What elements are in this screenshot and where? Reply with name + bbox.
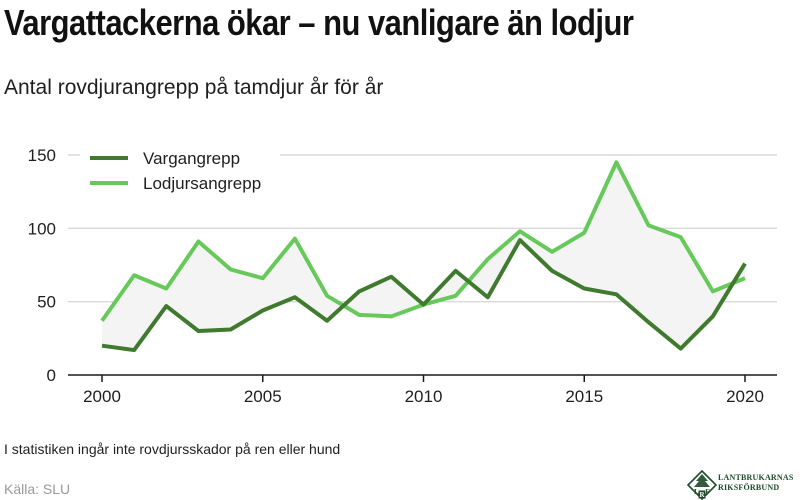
x-tick-label: 2015	[565, 387, 603, 406]
chart-title: Vargattackerna ökar – nu vanligare än lo…	[4, 2, 634, 43]
legend-background	[80, 145, 280, 197]
lrf-logo: L R F LANTBRUKARNAS RIKSFÖRBUND	[686, 470, 796, 500]
y-tick-label: 150	[28, 146, 56, 165]
source-label: Källa: SLU	[4, 481, 71, 497]
logo-line-1: LANTBRUKARNAS	[718, 473, 794, 482]
logo-line-2: RIKSFÖRBUND	[718, 483, 780, 492]
y-tick-label: 50	[37, 293, 56, 312]
logo-letter-r: R	[699, 491, 705, 499]
legend-label: Vargangrepp	[143, 149, 240, 168]
logo-letter-f: F	[705, 488, 709, 496]
x-tick-label: 2000	[83, 387, 121, 406]
y-tick-label: 0	[47, 366, 56, 385]
axes: 0 50 100 150 2000 2005 2010 2015 2020	[28, 146, 777, 406]
series-line-0	[101, 238, 747, 353]
series-lines	[100, 160, 747, 353]
x-tick-label: 2010	[405, 387, 443, 406]
lrf-logo-mark-icon: L R F	[686, 470, 718, 500]
logo-wordmark: LANTBRUKARNAS RIKSFÖRBUND	[718, 473, 794, 493]
legend-label: Lodjursangrepp	[143, 174, 261, 193]
logo-letter-background	[698, 490, 706, 499]
logo-letter-l: L	[694, 488, 699, 496]
x-tick-label: 2005	[244, 387, 282, 406]
gap-fill-area	[102, 162, 745, 351]
line-chart: 0 50 100 150 2000 2005 2010 2015 2020 Vargangrep…	[28, 145, 777, 406]
x-tick-label: 2020	[726, 387, 764, 406]
legend: Vargangrepp Lodjursangrepp	[80, 145, 280, 197]
chart-subtitle: Antal rovdjurangrepp på tamdjur år för å…	[4, 76, 384, 99]
y-tick-label: 100	[28, 219, 56, 238]
footnote: I statistiken ingår inte rovdjursskador …	[4, 441, 341, 457]
